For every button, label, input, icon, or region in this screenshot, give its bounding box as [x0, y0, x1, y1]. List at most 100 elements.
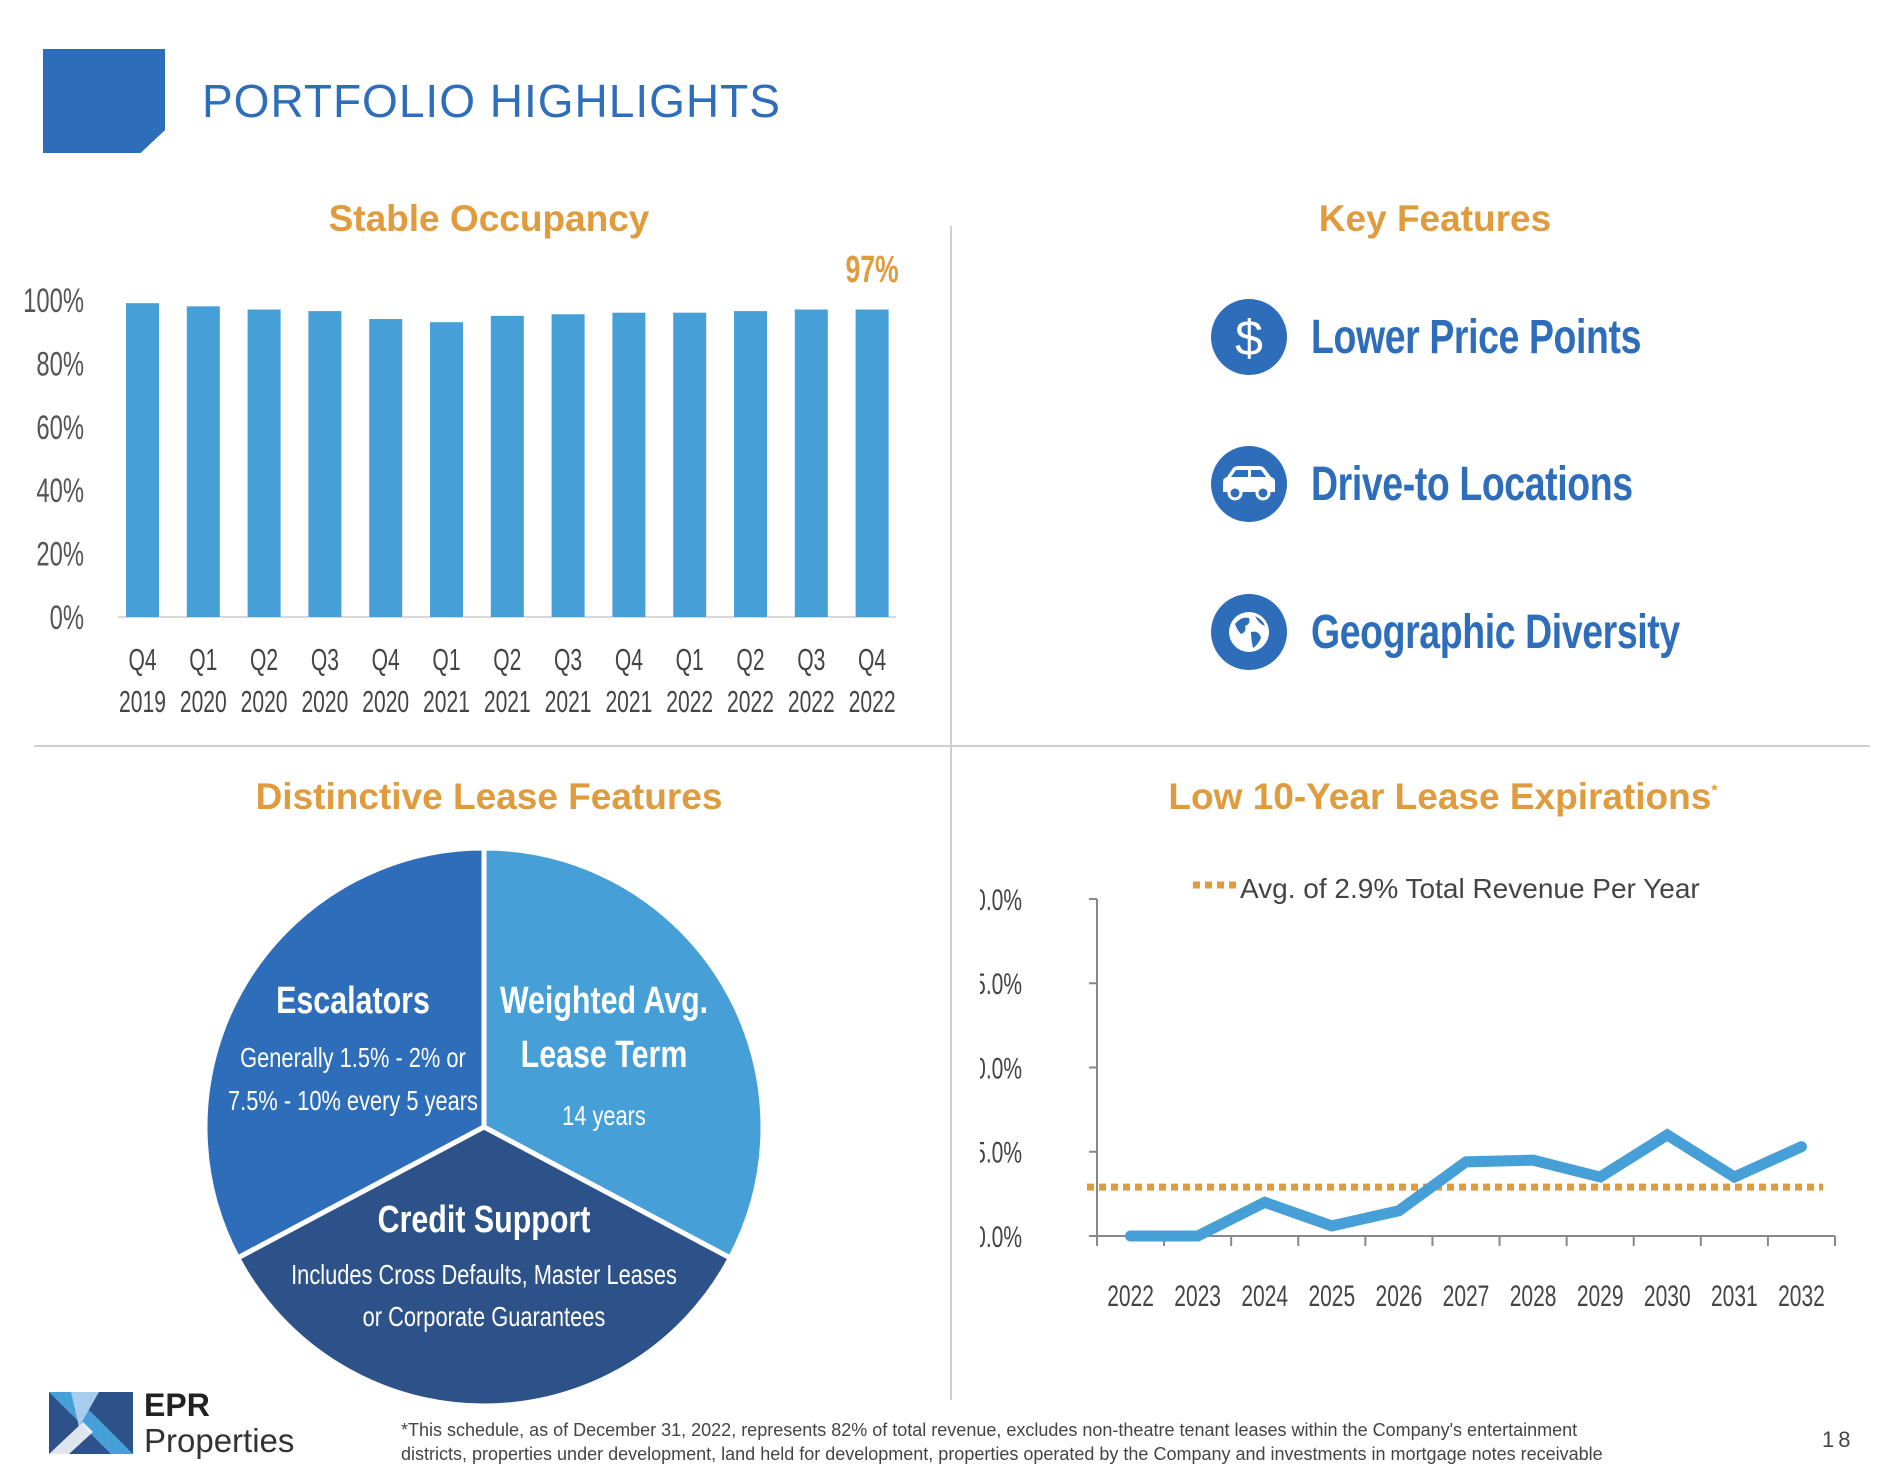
bar: [734, 311, 767, 617]
y-tick-label: 60%: [36, 409, 84, 447]
x-tick-label: Q4: [615, 642, 643, 677]
bar: [490, 315, 524, 617]
lease-expirations-line-chart: 0.0% 5.0% 10.0% 15.0% 20.0% 2022 2023 2024 2025 2…: [980, 873, 1836, 1313]
car-icon: [1211, 446, 1287, 522]
x-tick-label: Q4: [372, 642, 400, 677]
x-tick-label: 2019: [119, 684, 166, 719]
slice-detail: Includes Cross Defaults, Master Leases: [291, 1259, 677, 1290]
x-tick-label: Q1: [676, 642, 704, 677]
y-tick-label: 0%: [50, 599, 84, 637]
epr-logo: [49, 1392, 133, 1454]
x-tick-label: 2022: [849, 684, 896, 719]
x-tick-label: 2020: [301, 684, 348, 719]
x-tick-label: 2021: [545, 684, 592, 719]
vertical-divider: [950, 226, 952, 1400]
x-tick-label: Q3: [311, 642, 339, 677]
key-features-title: Key Features: [1318, 198, 1552, 239]
x-tick-label: Q1: [189, 642, 217, 677]
slice-weighted-avg-lease-term: [481, 845, 766, 1262]
bar: [612, 312, 646, 617]
feature-lower-price-points: $ Lower Price Points: [1211, 299, 1734, 375]
footnote: *This schedule, as of December 31, 2022,…: [401, 1420, 1603, 1464]
feature-label: Drive-to Locations: [1311, 457, 1633, 511]
header-accent-block: [43, 49, 165, 153]
x-tick-label: 2025: [1308, 1281, 1355, 1313]
slice-detail: Generally 1.5% - 2% or: [240, 1042, 466, 1073]
feature-geographic-diversity: Geographic Diversity: [1211, 594, 1784, 670]
x-tick-label: Q1: [432, 642, 460, 677]
y-tick-label: 10.0%: [980, 1053, 1022, 1085]
x-tick-label: 2024: [1241, 1281, 1288, 1313]
x-tick-label: 2021: [484, 684, 531, 719]
bar: [855, 309, 889, 617]
page-title: PORTFOLIO HIGHLIGHTS: [202, 75, 781, 127]
x-tick-label: Q2: [736, 642, 764, 677]
bar: [186, 306, 220, 617]
x-tick-label: 2020: [362, 684, 409, 719]
occupancy-bar-chart: 0% 20% 40% 60% 80% 100% Q4 2019 Q1 2020 Q2 2020 Q3 20…: [23, 247, 899, 719]
y-tick-label: 0.0%: [980, 1222, 1022, 1254]
feature-label: Geographic Diversity: [1311, 605, 1680, 659]
occupancy-title: Stable Occupancy: [328, 198, 650, 239]
logo-text-epr: EPR: [144, 1387, 210, 1423]
legend-label: Avg. of 2.9% Total Revenue Per Year: [1240, 873, 1700, 904]
x-tick-label: 2022: [727, 684, 774, 719]
y-tick-label: 20.0%: [980, 885, 1022, 917]
feature-drive-to-locations: Drive-to Locations: [1211, 446, 1723, 522]
bar: [247, 309, 281, 617]
x-tick-label: Q3: [797, 642, 825, 677]
slice-credit-support: [234, 1124, 734, 1409]
x-tick-label: Q2: [250, 642, 278, 677]
y-tick-label: 20%: [36, 535, 84, 573]
lease-features-title: Distinctive Lease Features: [255, 776, 723, 817]
x-tick-label: 2029: [1577, 1281, 1624, 1313]
expirations-title: Low 10-Year Lease Expirations*: [1168, 776, 1717, 818]
slice-label-lease-term: Lease Term: [521, 1034, 688, 1076]
bar: [308, 311, 342, 617]
slice-escalators: [202, 845, 487, 1262]
bar: [126, 303, 159, 617]
y-tick-label: 80%: [36, 345, 84, 383]
logo-text-properties: Properties: [144, 1422, 295, 1459]
bar: [794, 309, 828, 617]
x-tick-label: Q2: [493, 642, 521, 677]
x-tick-label: 2023: [1174, 1281, 1221, 1313]
expirations-title-text: Low 10-Year Lease Expirations: [1168, 776, 1712, 817]
slice-label-credit-support: Credit Support: [378, 1199, 591, 1241]
x-tick-label: 2020: [241, 684, 288, 719]
x-tick-label: 2027: [1443, 1281, 1490, 1313]
x-tick-label: 2030: [1644, 1281, 1691, 1313]
footnote-mark: *: [1711, 782, 1718, 800]
slice-detail: or Corporate Guarantees: [363, 1301, 606, 1332]
feature-label: Lower Price Points: [1311, 310, 1642, 364]
x-tick-label: Q4: [128, 642, 156, 677]
x-tick-label: 2022: [788, 684, 835, 719]
slice-detail: 14 years: [562, 1100, 646, 1131]
x-tick-label: 2028: [1510, 1281, 1557, 1313]
x-tick-label: 2020: [180, 684, 227, 719]
x-tick-label: 2032: [1778, 1281, 1825, 1313]
svg-text:$: $: [1235, 311, 1263, 363]
x-tick-label: 2026: [1376, 1281, 1423, 1313]
globe-icon: [1211, 594, 1287, 670]
slice-detail: 7.5% - 10% every 5 years: [228, 1085, 478, 1116]
dollar-icon: $: [1211, 299, 1287, 375]
y-tick-label: 5.0%: [980, 1137, 1022, 1169]
slice-label-escalators: Escalators: [276, 980, 430, 1022]
x-tick-label: Q4: [858, 642, 886, 677]
page-number: 18: [1822, 1427, 1855, 1452]
bar: [673, 312, 707, 617]
data-label-97: 97%: [845, 247, 898, 290]
x-tick-label: 2022: [666, 684, 713, 719]
horizontal-divider: [34, 745, 1870, 747]
x-tick-label: 2031: [1711, 1281, 1758, 1313]
y-tick-label: 100%: [23, 282, 84, 320]
slice-label-weighted-avg: Weighted Avg.: [500, 980, 708, 1022]
bar: [430, 322, 463, 617]
bar: [551, 314, 585, 617]
x-tick-label: Q3: [554, 642, 582, 677]
lease-features-pie-chart: Escalators Weighted Avg. Lease Term Cred…: [202, 845, 766, 1409]
x-tick-label: 2022: [1107, 1281, 1154, 1313]
y-tick-label: 40%: [36, 472, 84, 510]
y-tick-label: 15.0%: [980, 969, 1022, 1001]
